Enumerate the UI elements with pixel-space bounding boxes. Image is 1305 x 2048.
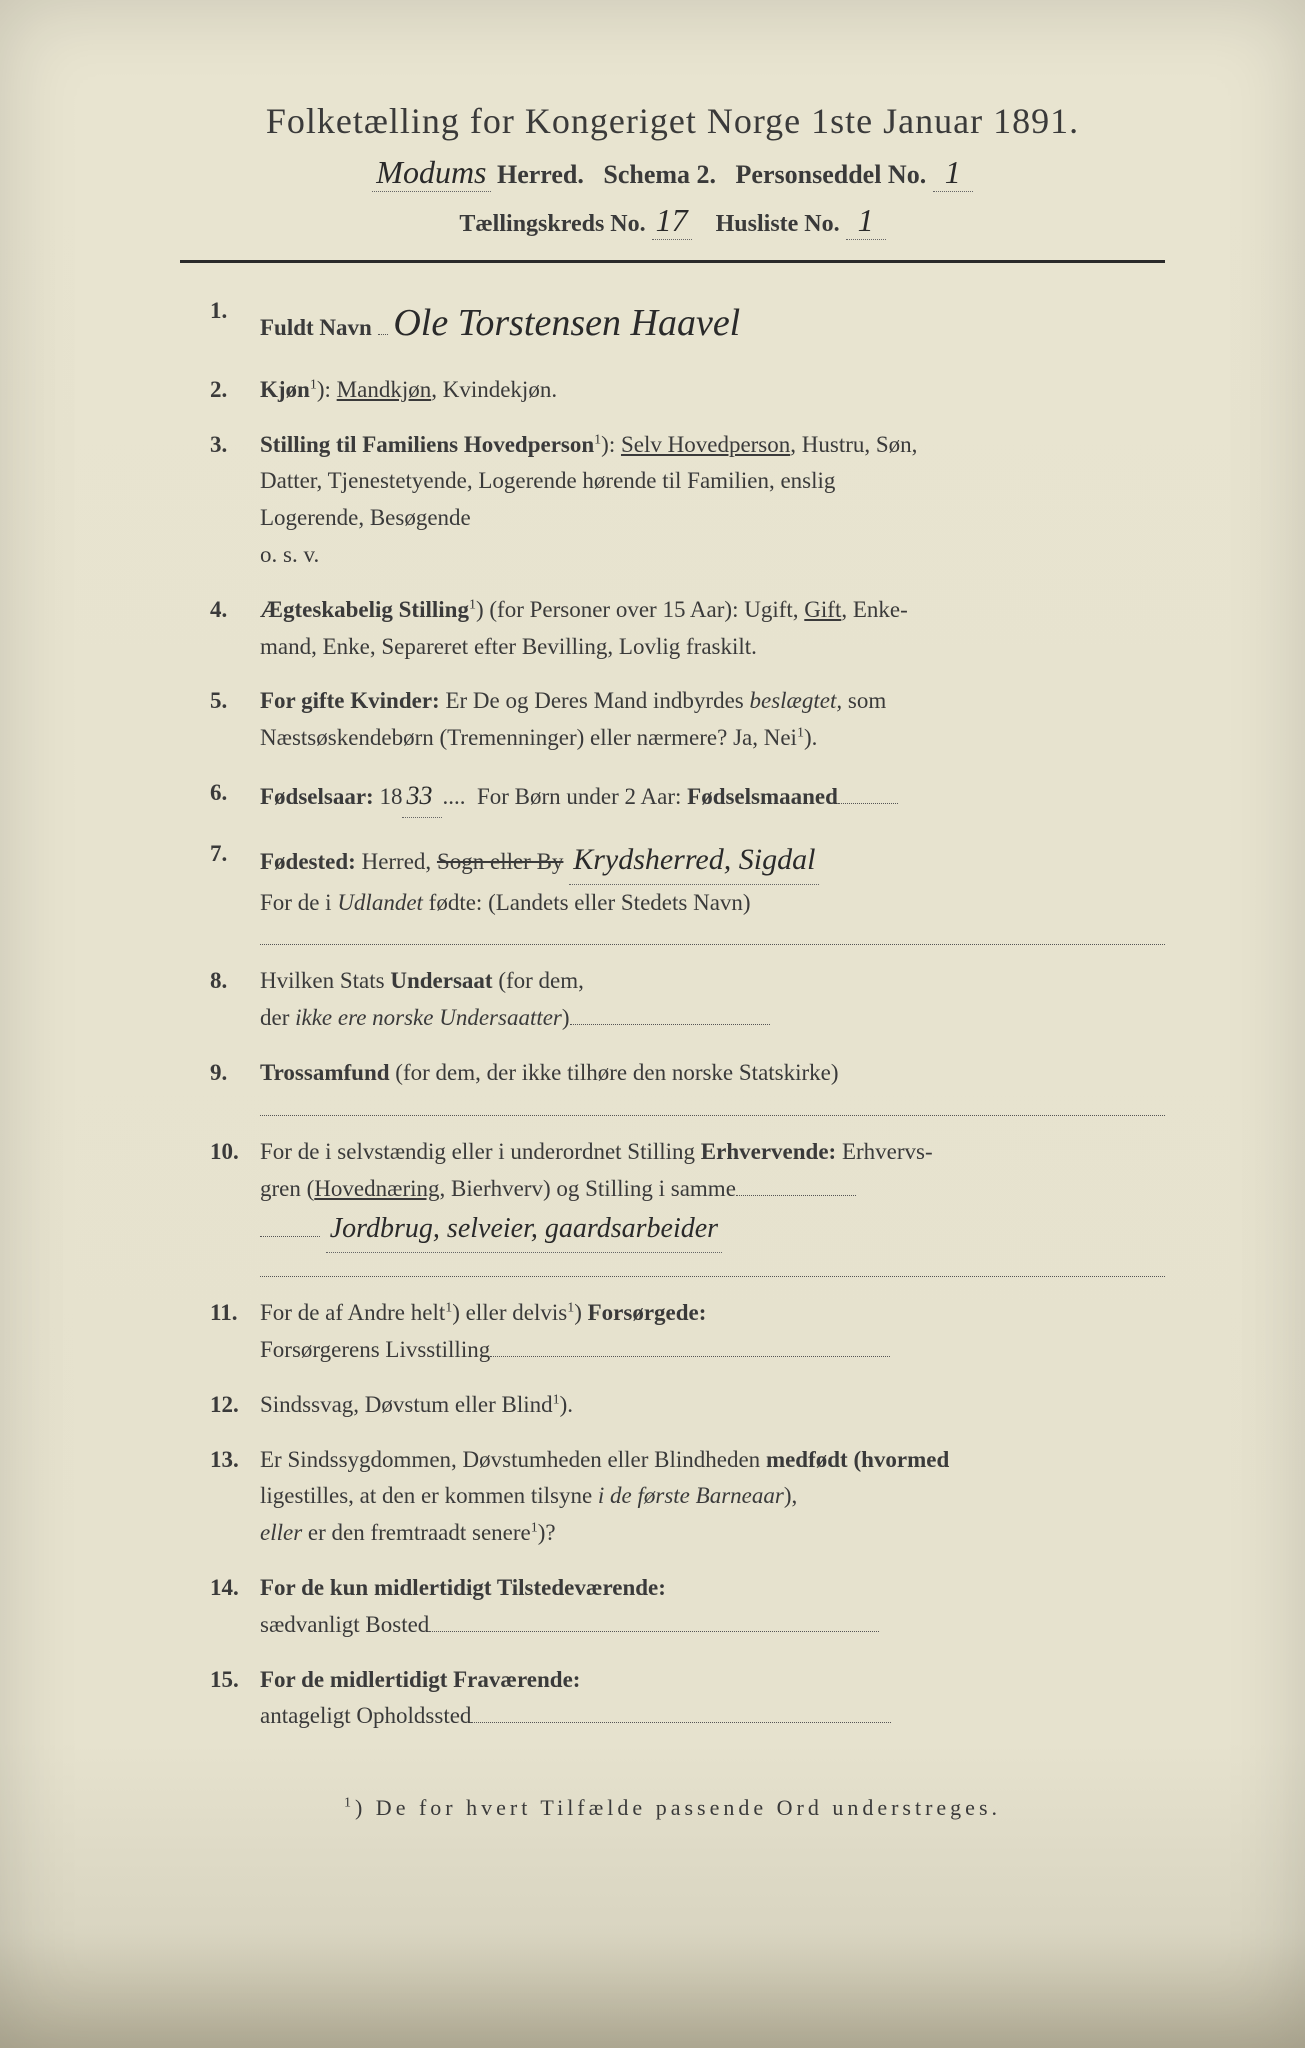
dotted-line — [260, 1257, 1165, 1277]
field-2: 2. Kjøn1): Mandkjøn, Kvindekjøn. — [210, 372, 1165, 409]
field-label: Ægteskabelig Stilling — [260, 597, 469, 622]
schema-label: Schema 2. — [603, 160, 716, 189]
field-content: For de midlertidigt Fraværende: antageli… — [260, 1662, 1165, 1736]
taellingskreds-value: 17 — [652, 202, 692, 240]
field-num: 7. — [210, 836, 260, 946]
field-num: 3. — [210, 427, 260, 574]
taellingskreds-label: Tællingskreds No. — [459, 211, 645, 237]
occupation-value: Jordbrug, selveier, gaardsarbeider — [326, 1207, 722, 1253]
dotted-line — [260, 1096, 1165, 1116]
field-content: Trossamfund (for dem, der ikke tilhøre d… — [260, 1055, 1165, 1116]
document-page: Folketælling for Kongeriget Norge 1ste J… — [0, 0, 1305, 2048]
footnote: 1) De for hvert Tilfælde passende Ord un… — [180, 1795, 1165, 1821]
field-label: Fødested: — [260, 849, 356, 874]
field-content: Fødested: Herred, Sogn eller By Krydsher… — [260, 836, 1165, 946]
personseddel-value: 1 — [933, 154, 973, 192]
field-num: 14. — [210, 1570, 260, 1644]
field-num: 2. — [210, 372, 260, 409]
herred-label: Herred. — [497, 160, 584, 189]
field-num: 13. — [210, 1442, 260, 1552]
field-content: Kjøn1): Mandkjøn, Kvindekjøn. — [260, 372, 1165, 409]
field-13: 13. Er Sindssygdommen, Døvstumheden elle… — [210, 1442, 1165, 1552]
gender-selected: Mandkjøn — [337, 377, 432, 402]
field-num: 9. — [210, 1055, 260, 1116]
relation-selected: Selv Hovedperson — [621, 432, 790, 457]
field-label: For de midlertidigt Fraværende: — [260, 1667, 580, 1692]
field-4: 4. Ægteskabelig Stilling1) (for Personer… — [210, 592, 1165, 666]
field-5: 5. For gifte Kvinder: Er De og Deres Man… — [210, 683, 1165, 757]
line3: Logerende, Besøgende — [260, 505, 471, 530]
field-content: For de af Andre helt1) eller delvis1) Fo… — [260, 1295, 1165, 1369]
field-6: 6. Fødselsaar: 1833.... For Børn under 2… — [210, 775, 1165, 818]
field-11: 11. For de af Andre helt1) eller delvis1… — [210, 1295, 1165, 1369]
field-content: Er Sindssygdommen, Døvstumheden eller Bl… — [260, 1442, 1165, 1552]
birth-year: 33 — [402, 775, 442, 818]
field-num: 6. — [210, 775, 260, 818]
dotted-line — [260, 925, 1165, 945]
field-num: 10. — [210, 1134, 260, 1277]
paper-stain — [0, 1928, 1305, 2048]
field-content: Fuldt Navn Ole Torstensen Haavel — [260, 293, 1165, 354]
struck-text: Sogn eller By — [437, 849, 564, 874]
personseddel-label: Personseddel No. — [736, 160, 927, 189]
birthplace-value: Krydsherred, Sigdal — [569, 836, 819, 885]
field-num: 5. — [210, 683, 260, 757]
main-title: Folketælling for Kongeriget Norge 1ste J… — [180, 100, 1165, 142]
field-10: 10. For de i selvstændig eller i underor… — [210, 1134, 1165, 1277]
field-label: Fuldt Navn — [260, 315, 372, 340]
line2: mand, Enke, Separeret efter Bevilling, L… — [260, 634, 757, 659]
field-content: For gifte Kvinder: Er De og Deres Mand i… — [260, 683, 1165, 757]
herred-value: Modums — [372, 154, 490, 192]
field-7: 7. Fødested: Herred, Sogn eller By Kryds… — [210, 836, 1165, 946]
field-8: 8. Hvilken Stats Undersaat (for dem, der… — [210, 963, 1165, 1037]
field-content: For de kun midlertidigt Tilstedeværende:… — [260, 1570, 1165, 1644]
field-content: For de i selvstændig eller i underordnet… — [260, 1134, 1165, 1277]
field-label: For de kun midlertidigt Tilstedeværende: — [260, 1575, 666, 1600]
field-label: Trossamfund — [260, 1060, 390, 1085]
field-num: 11. — [210, 1295, 260, 1369]
form-header: Folketælling for Kongeriget Norge 1ste J… — [180, 100, 1165, 240]
husliste-value: 1 — [846, 202, 886, 240]
field-content: Sindssvag, Døvstum eller Blind1). — [260, 1387, 1165, 1424]
field-3: 3. Stilling til Familiens Hovedperson1):… — [210, 427, 1165, 574]
field-12: 12. Sindssvag, Døvstum eller Blind1). — [210, 1387, 1165, 1424]
field-content: Ægteskabelig Stilling1) (for Personer ov… — [260, 592, 1165, 666]
field-num: 4. — [210, 592, 260, 666]
line2: Datter, Tjenestetyende, Logerende hørend… — [260, 468, 835, 493]
name-value: Ole Torstensen Haavel — [393, 302, 740, 344]
field-label: Fødselsaar: — [260, 784, 374, 809]
field-content: Hvilken Stats Undersaat (for dem, der ik… — [260, 963, 1165, 1037]
subtitle-row-2: Tællingskreds No. 17 Husliste No. 1 — [180, 202, 1165, 240]
field-num: 1. — [210, 293, 260, 354]
field-num: 8. — [210, 963, 260, 1037]
divider — [180, 260, 1165, 263]
field-label: For gifte Kvinder: — [260, 688, 440, 713]
line4: o. s. v. — [260, 542, 319, 567]
field-15: 15. For de midlertidigt Fraværende: anta… — [210, 1662, 1165, 1736]
subtitle-row-1: Modums Herred. Schema 2. Personseddel No… — [180, 154, 1165, 192]
form-body: 1. Fuldt Navn Ole Torstensen Haavel 2. K… — [180, 293, 1165, 1735]
field-num: 15. — [210, 1662, 260, 1736]
field-content: Stilling til Familiens Hovedperson1): Se… — [260, 427, 1165, 574]
field-9: 9. Trossamfund (for dem, der ikke tilhør… — [210, 1055, 1165, 1116]
field-1: 1. Fuldt Navn Ole Torstensen Haavel — [210, 293, 1165, 354]
marital-selected: Gift — [804, 597, 841, 622]
field-content: Fødselsaar: 1833.... For Børn under 2 Aa… — [260, 775, 1165, 818]
field-label: Stilling til Familiens Hovedperson — [260, 432, 594, 457]
field-label: Kjøn — [260, 377, 310, 402]
paren: (for Personer over 15 Aar): — [489, 597, 738, 622]
husliste-label: Husliste No. — [716, 211, 840, 237]
field-num: 12. — [210, 1387, 260, 1424]
field-14: 14. For de kun midlertidigt Tilstedevære… — [210, 1570, 1165, 1644]
